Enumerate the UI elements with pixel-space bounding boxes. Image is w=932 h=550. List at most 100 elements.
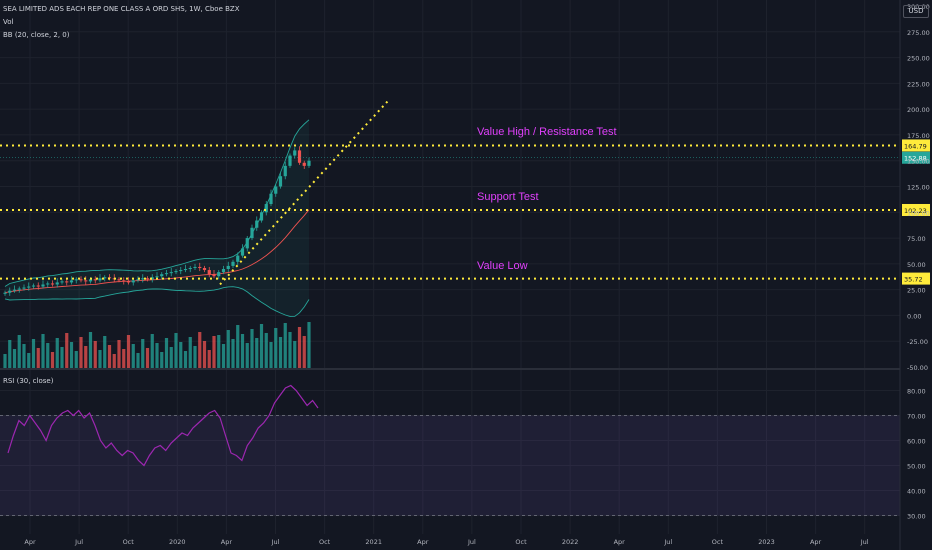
- volume-bar: [3, 354, 7, 368]
- candle-body: [126, 281, 131, 283]
- volume-bar: [193, 346, 197, 368]
- candle-body: [136, 279, 140, 281]
- volume-bar: [160, 352, 164, 368]
- rsi-line: [7, 384, 319, 467]
- volume-bar: [155, 343, 159, 368]
- bb-upper: [4, 119, 310, 287]
- volume-bar: [264, 333, 268, 368]
- candle-body: [145, 278, 150, 280]
- rsi-tick-label: 50.00: [907, 463, 926, 471]
- candle-body: [188, 267, 192, 270]
- current-price-label: 152.88: [904, 155, 927, 163]
- candle-body: [283, 165, 287, 177]
- price-axis[interactable]: 300.00 275.00 250.00 225.00 200.00 175.00 150.…: [907, 3, 930, 372]
- rsi-tick-label: 40.00: [907, 488, 926, 496]
- candle-body: [169, 272, 173, 274]
- volume-bar: [41, 334, 45, 368]
- candle-body: [60, 281, 64, 283]
- volume-bar: [240, 334, 245, 368]
- price-tick-label: 150.00: [907, 158, 930, 166]
- time-tick-label: Apr: [24, 538, 36, 546]
- price-tick-label: 225.00: [907, 80, 930, 88]
- volume-bar: [107, 345, 112, 368]
- volume-bar: [131, 344, 135, 368]
- time-tick-label: Oct: [712, 538, 724, 546]
- volume-bar: [198, 332, 202, 368]
- candle-body: [278, 176, 283, 187]
- volume-bar: [88, 332, 93, 368]
- candle-body: [183, 269, 188, 271]
- candle-body: [226, 265, 230, 270]
- volume-bar: [221, 344, 226, 368]
- volume-bar: [31, 339, 36, 368]
- annotations: Value High / Resistance Test Support Test…: [477, 126, 617, 272]
- bb-lower: [4, 286, 310, 317]
- candle-body: [84, 280, 88, 282]
- candle-body: [150, 277, 154, 280]
- volume-bar: [46, 343, 50, 368]
- volume-bar: [269, 342, 273, 368]
- candle-body: [259, 212, 264, 221]
- rsi-axis[interactable]: 80.00 70.00 60.00 50.00 40.00 30.00: [907, 388, 926, 521]
- volume-bar: [65, 333, 69, 368]
- candle-body: [8, 290, 12, 293]
- candles: [3, 146, 311, 296]
- volume-bar: [22, 344, 26, 368]
- volume-bar: [188, 337, 192, 368]
- currency-badge[interactable]: USD: [903, 5, 929, 18]
- volume-bar: [169, 347, 173, 368]
- level-label-bg: [902, 203, 930, 216]
- candle-body: [255, 220, 259, 228]
- annotation-text: Value High / Resistance Test: [477, 126, 617, 138]
- candle-body: [217, 272, 221, 277]
- candle-body: [31, 285, 36, 287]
- volume-bar: [250, 329, 254, 368]
- rsi-tick-label: 30.00: [907, 513, 926, 521]
- volume-bar: [17, 335, 21, 368]
- volume-bar: [79, 337, 83, 368]
- candle-body: [240, 248, 245, 256]
- candle-body: [17, 288, 21, 290]
- price-tick-label: -25.00: [907, 338, 928, 346]
- rsi-tick-label: 70.00: [907, 413, 926, 421]
- price-tick-label: 50.00: [907, 261, 926, 269]
- rsi-label: RSI (30, close): [3, 377, 54, 385]
- candle-body: [302, 162, 306, 166]
- candle-body: [231, 261, 235, 266]
- volume-bar: [288, 332, 292, 368]
- volume-bar: [93, 341, 97, 368]
- candle-body: [245, 238, 249, 249]
- volume-bar: [69, 342, 74, 368]
- candle-body: [117, 279, 121, 281]
- bb-label: BB (20, close, 2, 0): [3, 31, 70, 39]
- candle-body: [155, 276, 159, 278]
- price-tick-label: 300.00: [907, 3, 930, 11]
- volume-bar: [179, 342, 183, 368]
- time-tick-label: Oct: [515, 538, 527, 546]
- candle-body: [174, 271, 178, 273]
- volume-bar: [202, 341, 207, 368]
- time-tick-label: Jul: [74, 538, 83, 546]
- volume-bar: [117, 340, 121, 368]
- candle-body: [36, 285, 40, 287]
- level-label: 35.72: [904, 276, 923, 284]
- volume-bar: [27, 353, 31, 368]
- rsi-tick-label: 60.00: [907, 438, 926, 446]
- time-axis[interactable]: Apr Jul Oct 2020 Apr Jul Oct 2021 Apr Jul Oct 2022 A…: [24, 538, 868, 546]
- volume-bar: [278, 337, 283, 368]
- candle-body: [79, 279, 83, 281]
- volume-bar: [236, 325, 240, 368]
- candle-body: [250, 227, 254, 239]
- grid: [0, 0, 900, 534]
- time-tick-label: Oct: [123, 538, 135, 546]
- candle-body: [198, 266, 202, 268]
- volume-bar: [274, 328, 278, 368]
- volume-label: Vol: [3, 18, 14, 26]
- level-label-bg: [902, 272, 930, 285]
- volume-bar: [231, 339, 235, 368]
- annotation-text: Value Low: [477, 260, 528, 272]
- volume-bar: [122, 349, 126, 368]
- candle-body: [221, 269, 226, 273]
- time-tick-label: 2023: [758, 538, 775, 546]
